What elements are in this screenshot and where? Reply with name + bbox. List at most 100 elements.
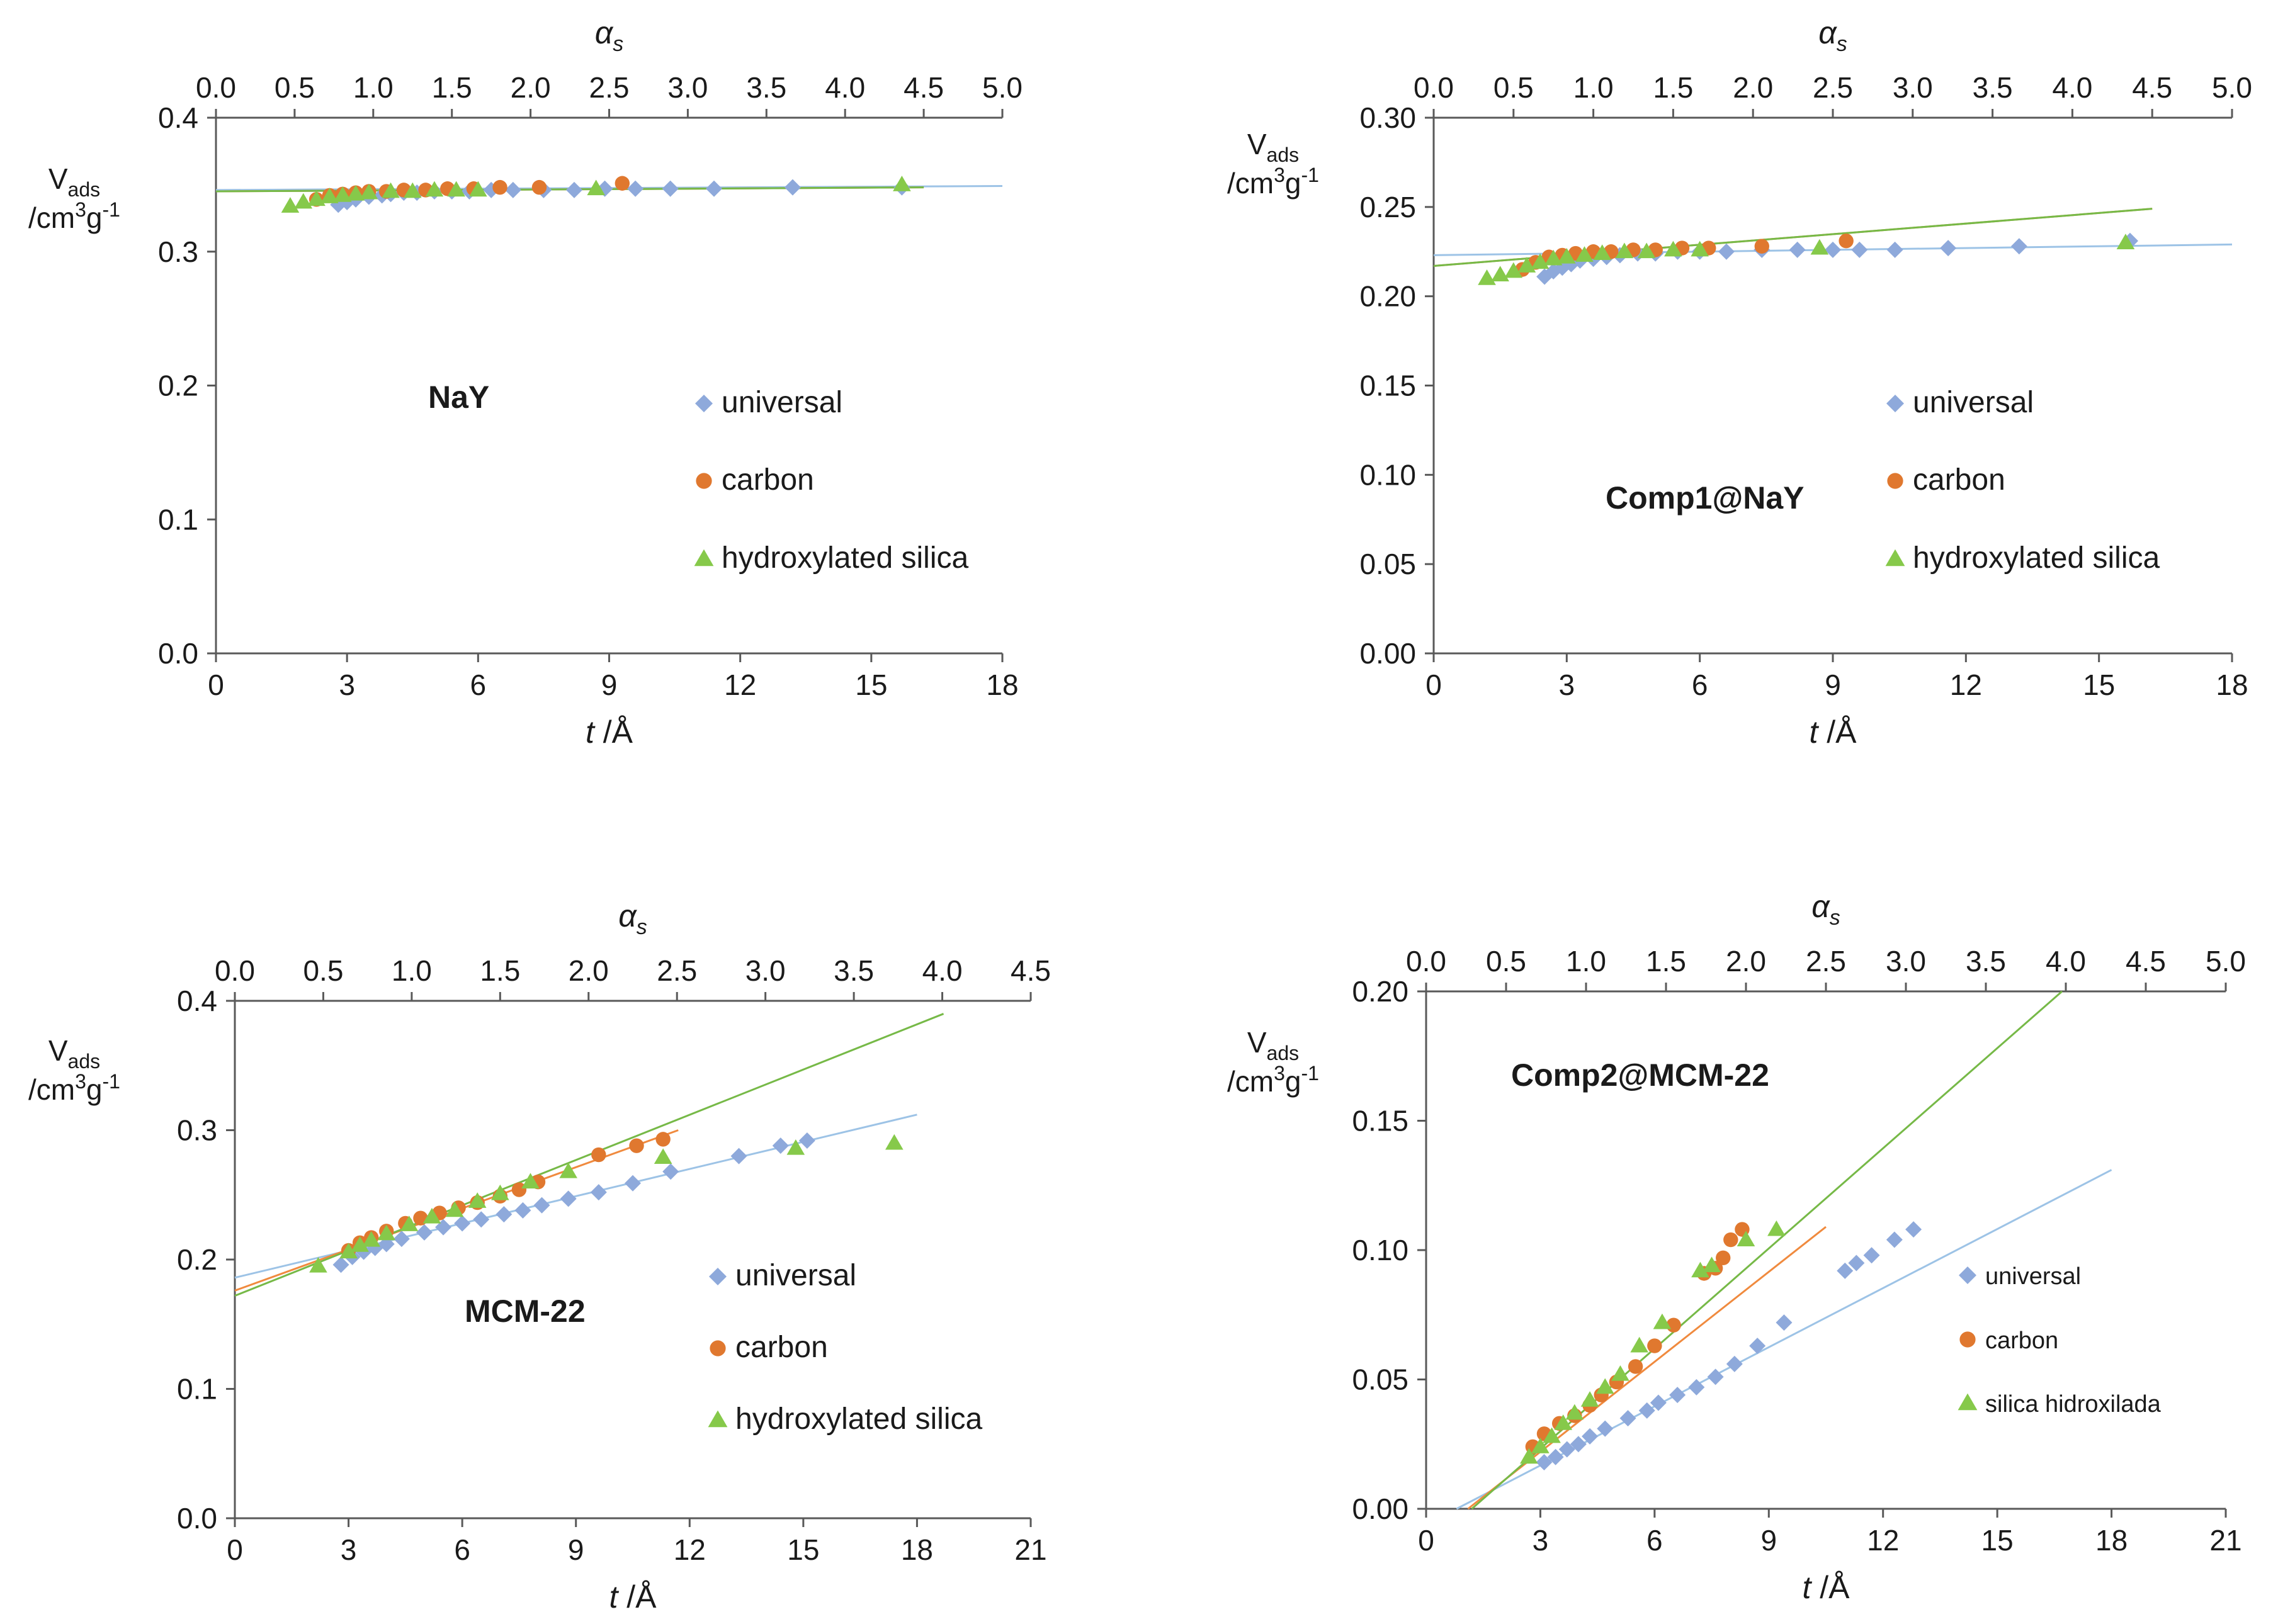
data-point-universal — [1582, 1428, 1599, 1445]
x2-tick-label: 3.0 — [1893, 71, 1933, 104]
data-point-silica — [445, 1201, 464, 1217]
legend-marker-silica — [694, 549, 714, 567]
data-point-silica — [1554, 1414, 1573, 1430]
data-point-universal — [1886, 241, 1903, 258]
data-point-universal — [454, 1215, 471, 1232]
data-point-silica — [1810, 239, 1829, 255]
x2-tick-label: 3.5 — [1966, 945, 2006, 978]
data-point-silica — [309, 1256, 327, 1273]
data-point-silica — [333, 186, 352, 202]
legend-marker-silica — [1885, 549, 1905, 567]
data-point-universal — [1718, 243, 1735, 260]
data-point-silica — [400, 1215, 419, 1231]
legend-marker-carbon — [710, 1340, 726, 1356]
fit-line-carbon — [1467, 1226, 1827, 1510]
data-point-silica — [1575, 246, 1594, 262]
data-point-silica — [1664, 240, 1682, 257]
y-tick-label: 0.05 — [1352, 1363, 1408, 1396]
x-tick-label: 9 — [568, 1533, 584, 1566]
data-point-silica — [1565, 1404, 1584, 1420]
data-point-silica — [307, 190, 326, 206]
x2-tick-label: 4.0 — [825, 71, 865, 104]
x-tick-label: 6 — [470, 668, 487, 701]
data-point-universal — [1905, 1221, 1922, 1238]
data-point-universal — [1570, 1436, 1587, 1453]
data-point-universal — [1886, 1231, 1903, 1248]
x-tick-label: 0 — [1425, 668, 1442, 701]
legend-marker-universal — [1959, 1266, 1976, 1284]
x2-tick-label: 0.0 — [1414, 71, 1454, 104]
data-point-silica — [491, 1184, 509, 1200]
x-tick-label: 18 — [986, 668, 1018, 701]
x-tick-label: 15 — [1981, 1524, 2014, 1557]
data-point-carbon — [1716, 1250, 1731, 1266]
x2-tick-label: 4.5 — [1011, 954, 1051, 987]
data-point-universal — [772, 1137, 789, 1154]
data-point-silica — [521, 1173, 540, 1189]
data-point-silica — [1653, 1313, 1672, 1329]
data-point-universal — [332, 1256, 349, 1273]
x2-tick-label: 4.5 — [2126, 945, 2166, 978]
y-axis-unit: /cm3g-1 — [28, 198, 120, 234]
data-point-universal — [625, 1175, 641, 1192]
data-point-silica — [1478, 269, 1496, 285]
x2-tick-label: 5.0 — [982, 71, 1023, 104]
data-point-silica — [559, 1162, 577, 1178]
data-point-universal — [2010, 238, 2027, 255]
x-tick-label: 12 — [674, 1533, 706, 1566]
legend-marker-universal — [1886, 395, 1904, 412]
data-point-universal — [1547, 1448, 1564, 1465]
fit-line-silica — [1471, 990, 2063, 1510]
x2-tick-label: 2.0 — [1733, 71, 1773, 104]
data-point-silica — [1580, 1391, 1599, 1407]
data-point-carbon — [1754, 239, 1769, 254]
x-tick-label: 9 — [1760, 1524, 1777, 1557]
data-point-silica — [360, 183, 378, 200]
x2-tick-label: 1.0 — [1566, 945, 1606, 978]
data-point-silica — [893, 176, 911, 191]
x2-tick-label: 0.0 — [1406, 945, 1446, 978]
x2-tick-label: 5.0 — [2212, 71, 2252, 104]
x2-tick-label: 2.5 — [1813, 71, 1853, 104]
data-point-universal — [730, 1148, 747, 1164]
x2-tick-label: 5.0 — [2206, 945, 2246, 978]
data-point-silica — [362, 1231, 380, 1247]
fit-line-silica — [234, 1013, 944, 1297]
x-tick-label: 18 — [2095, 1524, 2128, 1557]
data-point-silica — [1630, 1336, 1648, 1353]
x2-tick-label: 0.5 — [275, 71, 315, 104]
y-tick-label: 0.20 — [1352, 975, 1408, 1008]
data-point-silica — [786, 1139, 805, 1155]
x2-tick-label: 2.0 — [511, 71, 551, 104]
data-point-silica — [1737, 1231, 1755, 1246]
y-tick-label: 0.0 — [177, 1502, 217, 1535]
data-point-silica — [1593, 244, 1611, 260]
data-point-silica — [1519, 1448, 1538, 1464]
data-point-universal — [533, 1197, 550, 1214]
sample-label: NaY — [428, 380, 489, 415]
y-tick-label: 0.4 — [177, 984, 217, 1017]
data-point-universal — [1707, 1368, 1724, 1385]
data-point-silica — [1637, 242, 1656, 259]
data-point-universal — [1597, 1420, 1614, 1437]
data-point-universal — [1558, 1441, 1575, 1458]
x2-tick-label: 0.0 — [196, 71, 236, 104]
data-point-universal — [560, 1190, 577, 1207]
legend-label: universal — [1913, 386, 2034, 419]
legend-marker-silica — [708, 1410, 728, 1428]
data-point-silica — [281, 197, 300, 213]
x2-tick-label: 4.5 — [904, 71, 944, 104]
data-point-universal — [1638, 1402, 1655, 1419]
data-point-universal — [1619, 1410, 1636, 1427]
data-point-universal — [393, 1231, 410, 1248]
data-point-silica — [1611, 1365, 1629, 1381]
x2-tick-label: 2.5 — [1806, 945, 1846, 978]
y-tick-label: 0.30 — [1359, 101, 1416, 134]
data-point-universal — [416, 1224, 433, 1241]
x2-tick-label: 0.5 — [303, 954, 343, 987]
x2-tick-label: 0.5 — [1493, 71, 1534, 104]
y-tick-label: 0.20 — [1359, 280, 1416, 313]
x2-tick-label: 1.5 — [1646, 945, 1686, 978]
data-point-universal — [1837, 1262, 1854, 1279]
